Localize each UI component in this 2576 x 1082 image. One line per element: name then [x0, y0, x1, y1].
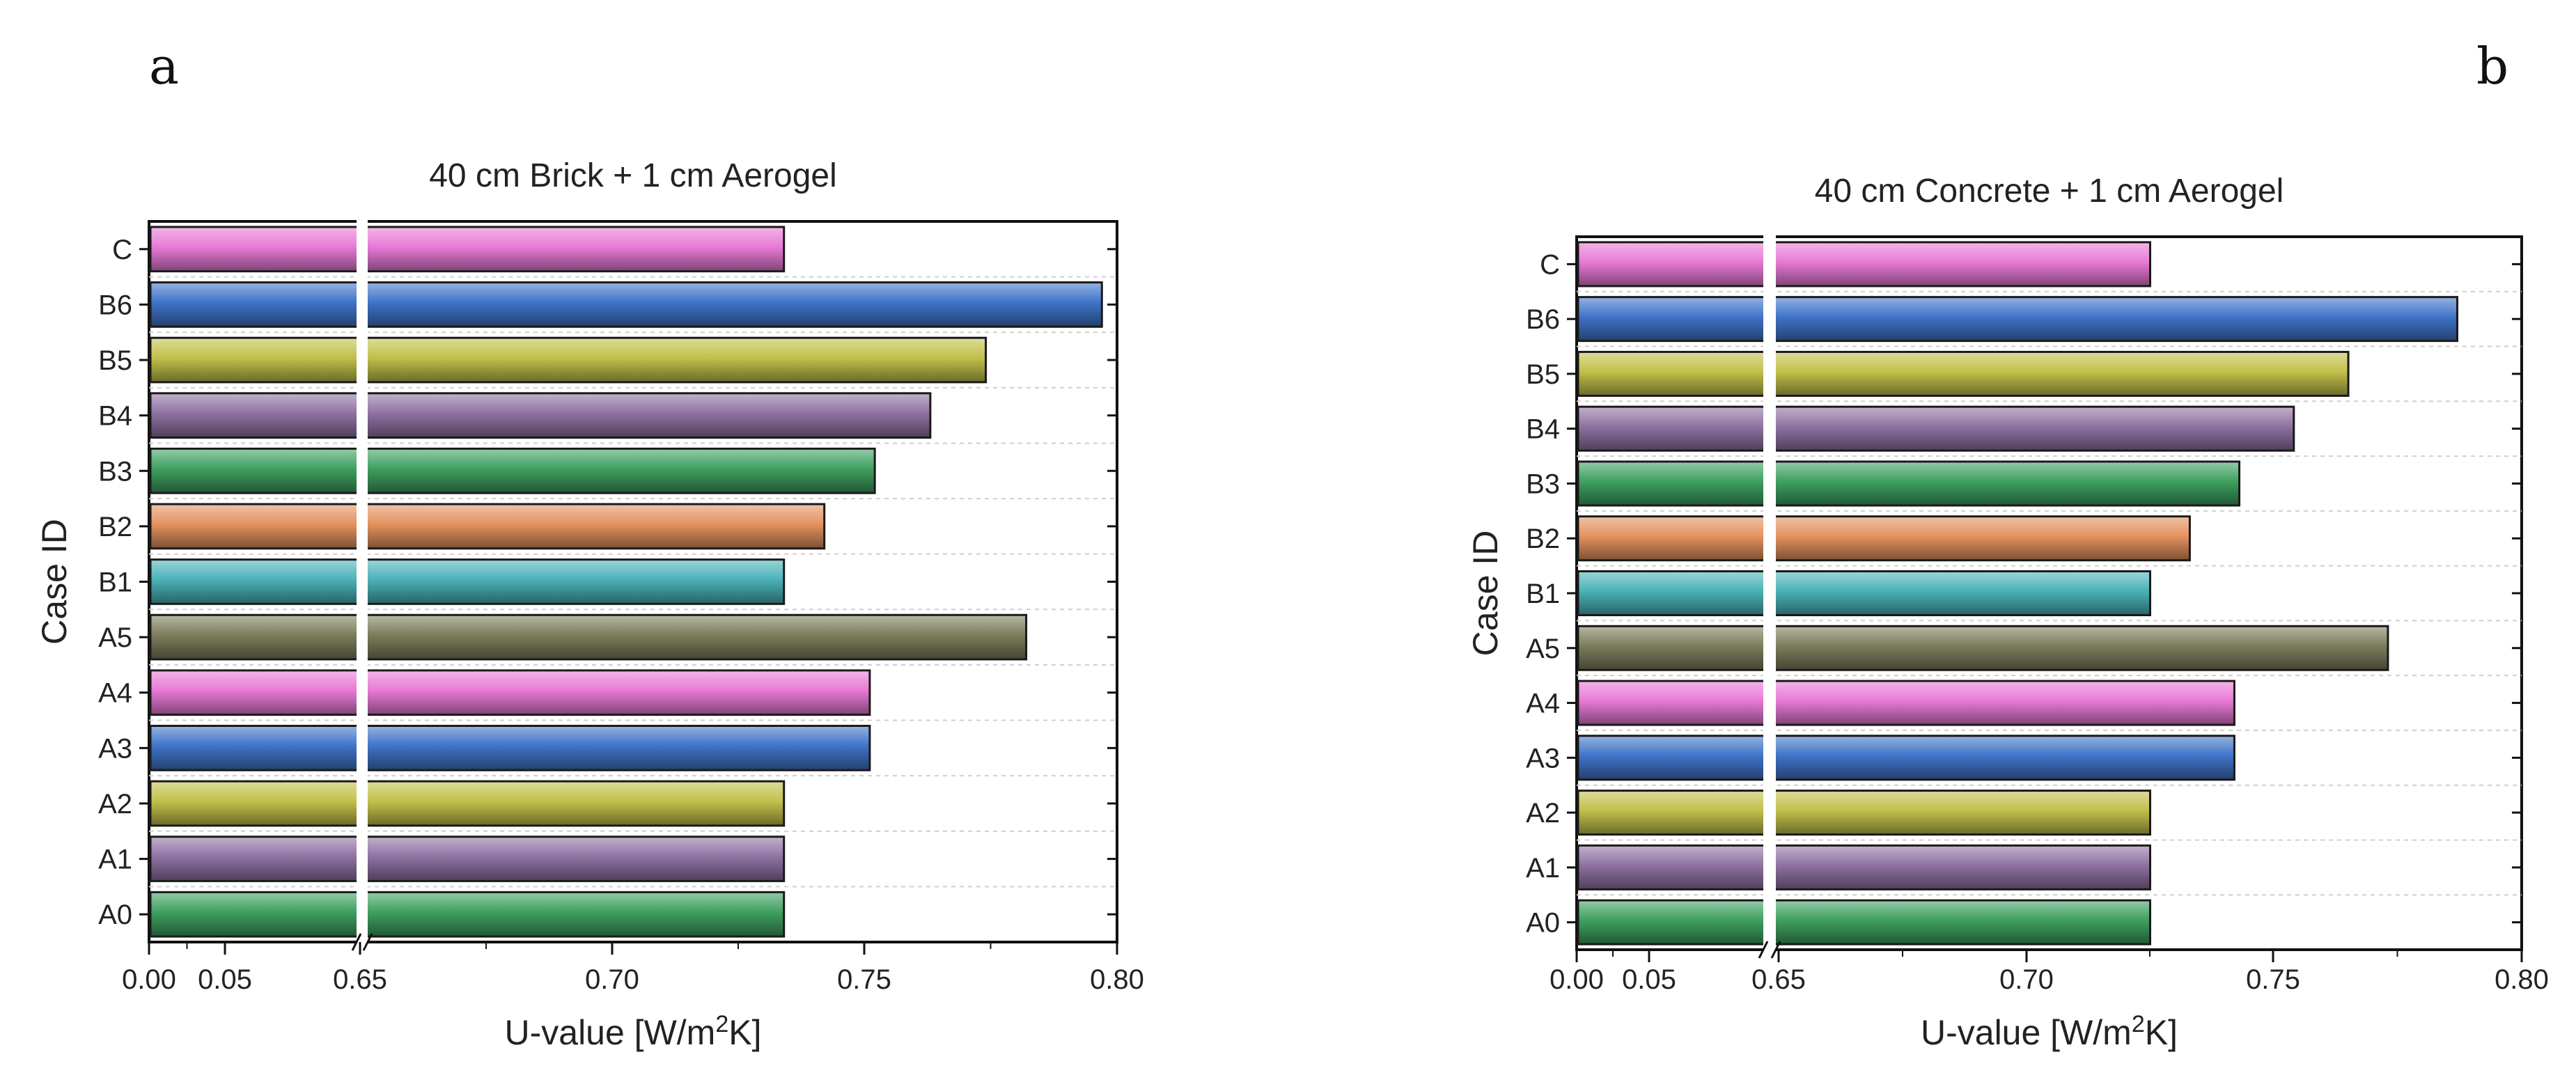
bar-c [149, 226, 786, 273]
x-tick-label: 0.75 [2246, 964, 2300, 995]
x-tick-label: 0.75 [837, 964, 891, 995]
chart-title: 40 cm Brick + 1 cm Aerogel [429, 157, 837, 194]
x-axis-label-main: U-value [W/m [505, 1013, 716, 1052]
y-axis-label: Case ID [1466, 531, 1505, 657]
bar-b3 [1577, 460, 2241, 507]
category-label: B2 [98, 512, 132, 542]
category-label: B1 [98, 567, 132, 598]
category-label: B4 [98, 401, 132, 432]
axis-break-mark [1758, 941, 1769, 959]
chart-concrete: 40 cm Concrete + 1 cm Aerogel C B6 B5 B4 B3 B2… [1466, 173, 2549, 1052]
category-label: B5 [1526, 359, 1560, 390]
x-axis-label: U-value [W/m2K] [505, 1011, 762, 1052]
bar-b2 [149, 503, 826, 550]
x-axis-label: U-value [W/m2K] [1921, 1011, 2178, 1052]
x-tick-label: 0.65 [333, 964, 387, 995]
category-label: A3 [98, 733, 132, 764]
bar-a0 [149, 891, 786, 938]
category-label: A2 [1526, 798, 1560, 829]
x-tick-label: 0.05 [198, 964, 252, 995]
axis-break-gap [357, 219, 368, 967]
bar-a4 [149, 669, 871, 716]
category-label: A1 [98, 845, 132, 875]
axis-break-mark [351, 933, 362, 951]
x-axis-label-unit: K] [728, 1013, 761, 1052]
category-label: B5 [98, 345, 132, 376]
category-label: A4 [1526, 689, 1560, 719]
bar-b1 [149, 558, 786, 605]
bar-b5 [1577, 350, 2350, 397]
x-tick-label: 0.80 [1090, 964, 1144, 995]
bar-b4 [149, 392, 932, 439]
chart-brick: 40 cm Brick + 1 cm Aerogel C B6 B5 B4 B3 B2 B1 A… [35, 157, 1144, 1052]
x-axis-label-unit: K] [2145, 1013, 2178, 1052]
category-label: A1 [1526, 853, 1560, 884]
category-label: B3 [1526, 469, 1560, 499]
bar-a2 [1577, 790, 2151, 836]
bar-a5 [149, 613, 1028, 661]
chart-title: 40 cm Concrete + 1 cm Aerogel [1815, 173, 2284, 210]
axis-break-mark [362, 933, 373, 951]
bar-a1 [149, 836, 786, 882]
x-tick-label: 0.00 [122, 964, 176, 995]
category-label: A0 [1526, 908, 1560, 939]
bar-b2 [1577, 515, 2191, 562]
panel-label-a: a [149, 37, 179, 95]
bar-b5 [149, 336, 988, 384]
category-label: C [112, 235, 132, 265]
x-tick-label: 0.70 [1999, 964, 2054, 995]
category-label: A0 [98, 900, 132, 930]
bar-a5 [1577, 625, 2389, 671]
bar-a3 [149, 725, 871, 771]
y-axis-label: Case ID [35, 519, 74, 645]
x-tick-label: 0.65 [1751, 964, 1806, 995]
bar-a4 [1577, 680, 2235, 726]
bar-b6 [149, 281, 1103, 328]
category-label: C [1540, 249, 1560, 280]
bar-a1 [1577, 844, 2151, 891]
category-label: A5 [98, 622, 132, 653]
category-label: A3 [1526, 743, 1560, 774]
bar-a0 [1577, 899, 2151, 946]
bar-b3 [149, 447, 876, 494]
x-tick-label: 0.80 [2495, 964, 2549, 995]
bar-a2 [149, 780, 786, 827]
category-label: B4 [1526, 414, 1560, 445]
x-axis-label-sup: 2 [2132, 1011, 2145, 1037]
x-tick-label: 0.70 [585, 964, 639, 995]
bar-b6 [1577, 296, 2459, 343]
category-label: A2 [98, 789, 132, 820]
category-label: A5 [1526, 634, 1560, 664]
axis-break-mark [1770, 941, 1781, 959]
x-tick-label: 0.00 [1549, 964, 1604, 995]
axis-break-gap [1763, 234, 1776, 975]
bar-a3 [1577, 735, 2235, 781]
category-label: B2 [1526, 524, 1560, 554]
category-label: A4 [98, 678, 132, 709]
category-label: B3 [98, 456, 132, 487]
category-label: B6 [98, 290, 132, 320]
x-tick-label: 0.05 [1622, 964, 1676, 995]
panel-label-b: b [2476, 37, 2508, 95]
x-axis-label-sup: 2 [715, 1011, 728, 1037]
bar-c [1577, 241, 2151, 288]
x-axis-label-main: U-value [W/m [1921, 1013, 2132, 1052]
category-label: B1 [1526, 579, 1560, 609]
bar-b1 [1577, 570, 2151, 617]
bar-b4 [1577, 405, 2295, 452]
category-label: B6 [1526, 304, 1560, 335]
